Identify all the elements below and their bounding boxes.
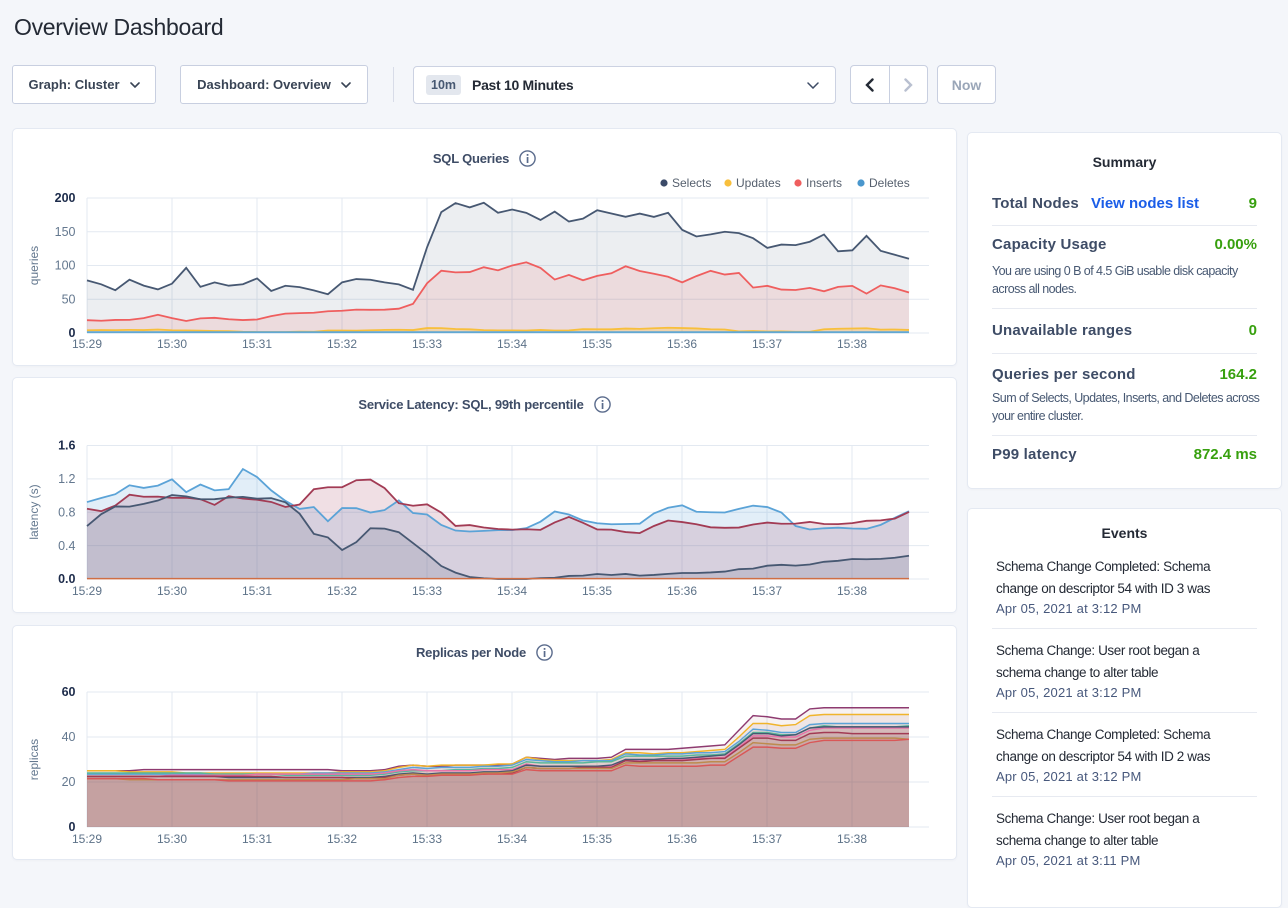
svg-text:15:29: 15:29 <box>72 584 102 598</box>
svg-text:15:33: 15:33 <box>412 584 442 598</box>
svg-text:15:35: 15:35 <box>582 832 612 846</box>
svg-text:1.6: 1.6 <box>58 439 75 453</box>
svg-text:50: 50 <box>62 292 76 306</box>
svg-text:latency (s): latency (s) <box>27 484 41 539</box>
svg-text:15:33: 15:33 <box>412 337 442 351</box>
svg-text:0.0: 0.0 <box>58 572 75 586</box>
svg-text:15:29: 15:29 <box>72 337 102 351</box>
svg-text:15:35: 15:35 <box>582 584 612 598</box>
svg-text:Selects: Selects <box>672 176 711 190</box>
svg-text:replicas: replicas <box>27 739 41 780</box>
svg-text:15:32: 15:32 <box>327 832 357 846</box>
svg-text:15:36: 15:36 <box>667 337 697 351</box>
svg-text:40: 40 <box>62 730 76 744</box>
svg-text:15:36: 15:36 <box>667 584 697 598</box>
svg-text:15:30: 15:30 <box>157 584 187 598</box>
svg-text:15:30: 15:30 <box>157 337 187 351</box>
svg-text:150: 150 <box>55 225 76 239</box>
svg-text:15:32: 15:32 <box>327 337 357 351</box>
svg-text:15:38: 15:38 <box>837 832 867 846</box>
svg-text:Deletes: Deletes <box>869 176 910 190</box>
svg-text:15:30: 15:30 <box>157 832 187 846</box>
svg-text:15:35: 15:35 <box>582 337 612 351</box>
svg-text:1.2: 1.2 <box>58 472 75 486</box>
svg-text:15:37: 15:37 <box>752 832 782 846</box>
svg-text:15:31: 15:31 <box>242 832 272 846</box>
svg-text:15:31: 15:31 <box>242 337 272 351</box>
svg-text:15:36: 15:36 <box>667 832 697 846</box>
svg-text:15:31: 15:31 <box>242 584 272 598</box>
svg-text:15:34: 15:34 <box>497 832 527 846</box>
svg-text:0.4: 0.4 <box>58 539 75 553</box>
svg-text:15:34: 15:34 <box>497 337 527 351</box>
svg-text:15:34: 15:34 <box>497 584 527 598</box>
svg-text:Inserts: Inserts <box>806 176 842 190</box>
svg-text:0.8: 0.8 <box>58 505 75 519</box>
svg-text:15:38: 15:38 <box>837 584 867 598</box>
svg-text:200: 200 <box>55 191 76 205</box>
svg-text:100: 100 <box>55 259 76 273</box>
svg-text:15:29: 15:29 <box>72 832 102 846</box>
svg-text:queries: queries <box>27 246 41 285</box>
svg-text:15:38: 15:38 <box>837 337 867 351</box>
svg-text:20: 20 <box>62 775 76 789</box>
svg-text:15:37: 15:37 <box>752 337 782 351</box>
svg-text:Updates: Updates <box>736 176 781 190</box>
svg-text:15:32: 15:32 <box>327 584 357 598</box>
svg-text:15:37: 15:37 <box>752 584 782 598</box>
svg-text:60: 60 <box>62 685 76 699</box>
svg-text:0: 0 <box>69 326 76 340</box>
svg-text:0: 0 <box>69 820 76 834</box>
svg-text:15:33: 15:33 <box>412 832 442 846</box>
